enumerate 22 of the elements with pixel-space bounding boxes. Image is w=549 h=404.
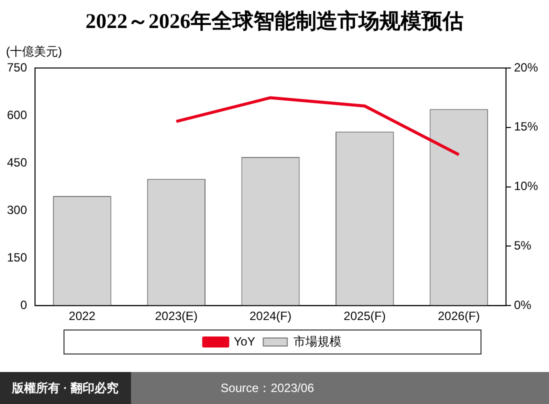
legend-label: 市場規模 <box>293 334 342 348</box>
y-tick-label: 300 <box>6 202 28 217</box>
x-tick-label: 2022 <box>68 309 96 324</box>
x-tick-label: 2024(F) <box>249 309 292 324</box>
source-note: Source：2023/06 <box>220 380 314 396</box>
y-tick-label: 450 <box>6 155 28 170</box>
x-tick-label: 2023(E) <box>154 309 198 324</box>
y2-tick-label: 20% <box>514 60 538 74</box>
y2-tick-label: 15% <box>514 120 538 134</box>
y-tick-label: 600 <box>6 108 28 122</box>
y2-tick-label: 10% <box>514 179 538 194</box>
legend-label: YoY <box>234 334 256 348</box>
y-axis-title: (十億美元) <box>6 44 62 58</box>
chart-title: 2022～2026年全球智能制造市场规模预估 <box>84 8 464 35</box>
y2-tick-label: 0% <box>514 298 532 312</box>
x-tick-label: 2025(F) <box>344 309 386 324</box>
y-tick-label: 750 <box>6 60 28 74</box>
y-tick-label: 0 <box>20 298 28 312</box>
text: 版權所有 · 翻印必究 <box>0 372 131 404</box>
y-tick-label: 150 <box>6 250 28 264</box>
y2-tick-label: 5% <box>514 238 532 253</box>
x-tick-label: 2026(F) <box>438 309 480 324</box>
